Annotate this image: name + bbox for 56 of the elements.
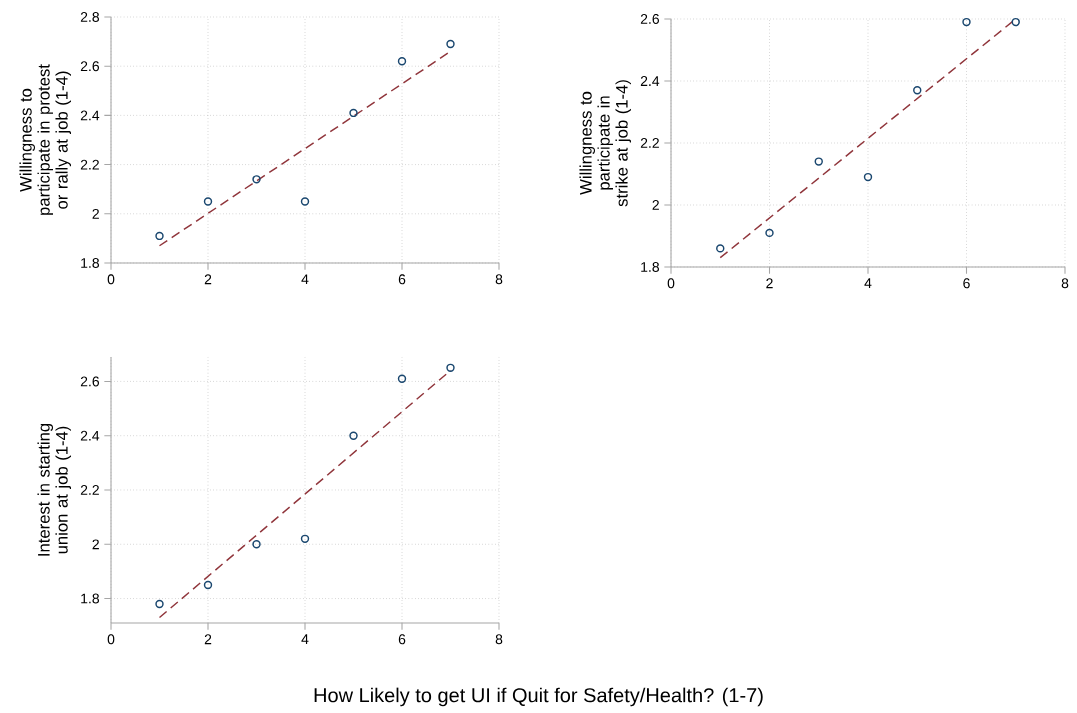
- x-axis-title: How Likely to get UI if Quit for Safety/Health? (1-7): [314, 687, 763, 707]
- point: [349, 108, 358, 118]
- point: [397, 374, 407, 383]
- point: [203, 580, 213, 590]
- y-tick-label: 2: [652, 200, 659, 210]
- y-tick-label: 2: [92, 539, 99, 550]
- point: [397, 57, 407, 66]
- y-tick-label: 2.2: [640, 138, 659, 148]
- y-tick-label: 2.2: [80, 485, 99, 495]
- x-tick-label: 6: [963, 278, 970, 289]
- point: [765, 228, 774, 238]
- x-tick-label: 2: [204, 274, 212, 285]
- x-tick-label: 6: [398, 274, 406, 285]
- y-tick-label: 1.8: [81, 593, 100, 604]
- x-tick-label: 2: [766, 278, 773, 289]
- point: [716, 244, 725, 253]
- y-tick-label: 2.4: [80, 430, 100, 441]
- point: [446, 39, 455, 49]
- y-tick-label: 2.4: [80, 110, 100, 121]
- x-tick-label: 4: [301, 274, 309, 284]
- y-axis-title: Willingness to participate in strike at job (1-4): [579, 80, 631, 207]
- x-tick-label: 8: [495, 634, 503, 645]
- y-tick-label: 2.6: [640, 14, 660, 24]
- point: [1011, 17, 1020, 27]
- point: [962, 17, 971, 27]
- point: [814, 157, 823, 166]
- point: [252, 175, 261, 184]
- point: [155, 599, 164, 609]
- point: [349, 431, 358, 440]
- y-tick-label: 2.6: [80, 61, 100, 72]
- point: [300, 534, 310, 544]
- point: [252, 540, 261, 549]
- point: [863, 172, 873, 182]
- y-tick-label: 2.4: [640, 76, 660, 86]
- point: [913, 86, 922, 95]
- y-tick-label: 2.6: [80, 376, 100, 387]
- y-tick-label: 1.8: [641, 262, 660, 272]
- point: [203, 197, 213, 206]
- x-tick-label: 2: [204, 634, 212, 645]
- x-tick-label: 0: [107, 274, 115, 285]
- point: [300, 197, 310, 206]
- x-tick-label: 0: [667, 278, 675, 289]
- x-tick-label: 6: [398, 634, 406, 645]
- point: [155, 231, 164, 241]
- x-tick-label: 8: [495, 274, 503, 285]
- y-tick-label: 2: [92, 208, 99, 219]
- point: [446, 363, 455, 373]
- y-axis-title: Willingness to participate in protest or rally at job (1-4): [19, 64, 72, 215]
- y-tick-label: 1.8: [81, 258, 100, 268]
- x-tick-label: 8: [1061, 278, 1069, 289]
- y-tick-label: 2.2: [80, 159, 99, 170]
- y-tick-label: 2.8: [80, 12, 100, 22]
- y-axis-title: Interest in starting union at job (1-4): [37, 423, 72, 556]
- x-tick-label: 0: [107, 634, 115, 645]
- x-tick-label: 4: [864, 278, 872, 288]
- x-tick-label: 4: [301, 634, 309, 644]
